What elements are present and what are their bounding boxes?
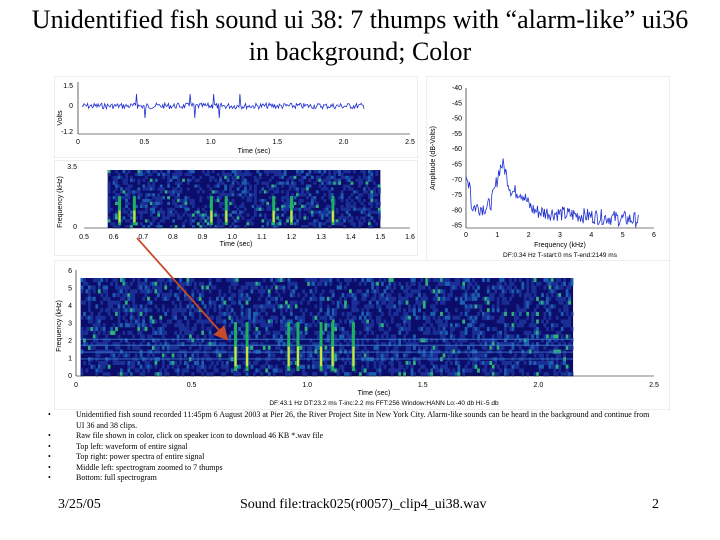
zoom-spectrogram-xtick: 1.4 xyxy=(346,234,356,241)
zoom-spectrogram-panel: Frequency (kHz) 3.5 0 0.5 0.6 0.7 0.8 0.9 1.0… xyxy=(54,160,418,256)
note-item: Unidentified fish sound recorded 11:45pm… xyxy=(48,410,658,431)
spectrum-xtick: 3 xyxy=(558,232,562,239)
zoom-spectrogram-xtick: 0.5 xyxy=(79,234,89,241)
footer-sound-file: Sound file:track025(r0057)_clip4_ui38.wa… xyxy=(240,497,487,512)
note-item: Middle left: spectrogram zoomed to 7 thu… xyxy=(48,463,658,474)
slide-title: Unidentified fish sound ui 38: 7 thumps … xyxy=(31,5,689,66)
waveform-xtick: 0.5 xyxy=(140,139,150,146)
full-spectrogram-xtick: 0.5 xyxy=(187,382,197,389)
waveform-ytick: 0 xyxy=(69,103,73,110)
full-spectrogram-ytick: 4 xyxy=(68,303,72,310)
spectrum-info: DF:0.34 Hz T-start:0 ms T-end:2149 ms xyxy=(503,252,618,259)
waveform-panel: Volts 1.5 0 -1.2 0 0.5 1.0 1.5 2.0 2.5 Time (… xyxy=(54,76,418,158)
zoom-spectrogram-image xyxy=(107,170,381,229)
spectrum-ytick: -45 xyxy=(452,100,462,107)
spectrum-ytick: -70 xyxy=(452,177,462,184)
spectrum-ytick: -65 xyxy=(452,162,462,169)
full-spectrogram-ytick: 0 xyxy=(68,373,72,380)
zoom-spectrogram-ytick: 0 xyxy=(73,224,77,231)
full-spectrogram-image xyxy=(80,278,574,377)
full-spectrogram-ytick: 6 xyxy=(68,268,72,275)
footer-date: 3/25/05 xyxy=(58,497,101,512)
spectrum-ytick: -85 xyxy=(452,223,462,230)
full-spectrogram-xtick: 0 xyxy=(74,382,78,389)
waveform-ytick: -1.2 xyxy=(61,129,73,136)
note-item: Top right: power spectra of entire signa… xyxy=(48,452,658,463)
zoom-spectrogram-xtick: 0.9 xyxy=(198,234,208,241)
waveform-xtick: 0 xyxy=(76,139,80,146)
note-item: Bottom: full spectrogram xyxy=(48,473,658,484)
zoom-spectrogram-xlabel: Time (sec) xyxy=(220,241,253,248)
spectrum-xtick: 4 xyxy=(589,232,593,239)
spectrum-xtick: 2 xyxy=(527,232,531,239)
waveform-xtick: 1.0 xyxy=(206,139,216,146)
spectrum-xlabel: Frequency (kHz) xyxy=(534,242,586,249)
zoom-spectrogram-ylabel: Frequency (kHz) xyxy=(57,176,64,228)
full-spectrogram-panel: Frequency (kHz) 6 5 4 3 2 1 0 0 0.5 1.0 1.5 2.0 2.5… xyxy=(54,260,670,410)
full-spectrogram-ytick: 2 xyxy=(68,338,72,345)
spectrum-xtick: 5 xyxy=(621,232,625,239)
full-spectrogram-ytick: 3 xyxy=(68,321,72,328)
zoom-spectrogram-xtick: 1.6 xyxy=(405,234,415,241)
full-spectrogram-info: DF:43.1 Hz DT:23.2 ms T-inc:2.2 ms FFT:2… xyxy=(269,400,499,407)
full-spectrogram-ylabel: Frequency (kHz) xyxy=(56,300,63,352)
zoom-spectrogram-xtick: 1.5 xyxy=(375,234,385,241)
zoom-spectrogram-xtick: 1.2 xyxy=(287,234,297,241)
spectrum-ytick: -60 xyxy=(452,146,462,153)
spectrum-ytick: -50 xyxy=(452,116,462,123)
spectrum-ytick: -40 xyxy=(452,85,462,92)
zoom-spectrogram-xtick: 1.3 xyxy=(316,234,326,241)
full-spectrogram-xtick: 2.0 xyxy=(534,382,544,389)
zoom-spectrogram-xtick: 0.6 xyxy=(109,234,119,241)
waveform-ytick: 1.5 xyxy=(63,83,73,90)
zoom-spectrogram-xtick: 1.0 xyxy=(227,234,237,241)
notes-list: Unidentified fish sound recorded 11:45pm… xyxy=(48,410,658,484)
full-spectrogram-ytick: 5 xyxy=(68,286,72,293)
waveform-xtick: 1.5 xyxy=(272,139,282,146)
spectrum-ylabel: Amplitude (dB-Volts) xyxy=(430,126,437,190)
note-item: Raw file shown in color, click on speake… xyxy=(48,431,658,442)
waveform-trace xyxy=(81,93,365,119)
spectrum-ytick: -80 xyxy=(452,207,462,214)
waveform-xlabel: Time (sec) xyxy=(238,148,271,155)
spectrum-xtick: 1 xyxy=(495,232,499,239)
waveform-xtick: 2.0 xyxy=(339,139,349,146)
waveform-xtick: 2.5 xyxy=(405,139,415,146)
full-spectrogram-xtick: 1.5 xyxy=(418,382,428,389)
zoom-spectrogram-xtick: 0.7 xyxy=(138,234,148,241)
zoom-spectrogram-xtick: 0.8 xyxy=(168,234,178,241)
zoom-spectrogram-ytick: 3.5 xyxy=(67,164,77,171)
spectrum-ytick: -75 xyxy=(452,192,462,199)
full-spectrogram-xtick: 1.0 xyxy=(302,382,312,389)
full-spectrogram-xtick: 2.5 xyxy=(649,382,659,389)
spectrum-xtick: 6 xyxy=(652,232,656,239)
spectrum-trace xyxy=(465,158,639,228)
zoom-spectrogram-xtick: 1.1 xyxy=(257,234,267,241)
spectrum-xtick: 0 xyxy=(464,232,468,239)
full-spectrogram-xlabel: Time (sec) xyxy=(358,390,391,397)
spectrum-panel: Amplitude (dB-Volts) -40 -45 -50 -55 -60 -65 -… xyxy=(426,76,670,262)
spectrum-ytick: -55 xyxy=(452,131,462,138)
note-item: Top left: waveform of entire signal xyxy=(48,442,658,453)
footer-page-number: 2 xyxy=(652,497,659,512)
full-spectrogram-ytick: 1 xyxy=(68,356,72,363)
waveform-ylabel: Volts xyxy=(57,110,64,126)
